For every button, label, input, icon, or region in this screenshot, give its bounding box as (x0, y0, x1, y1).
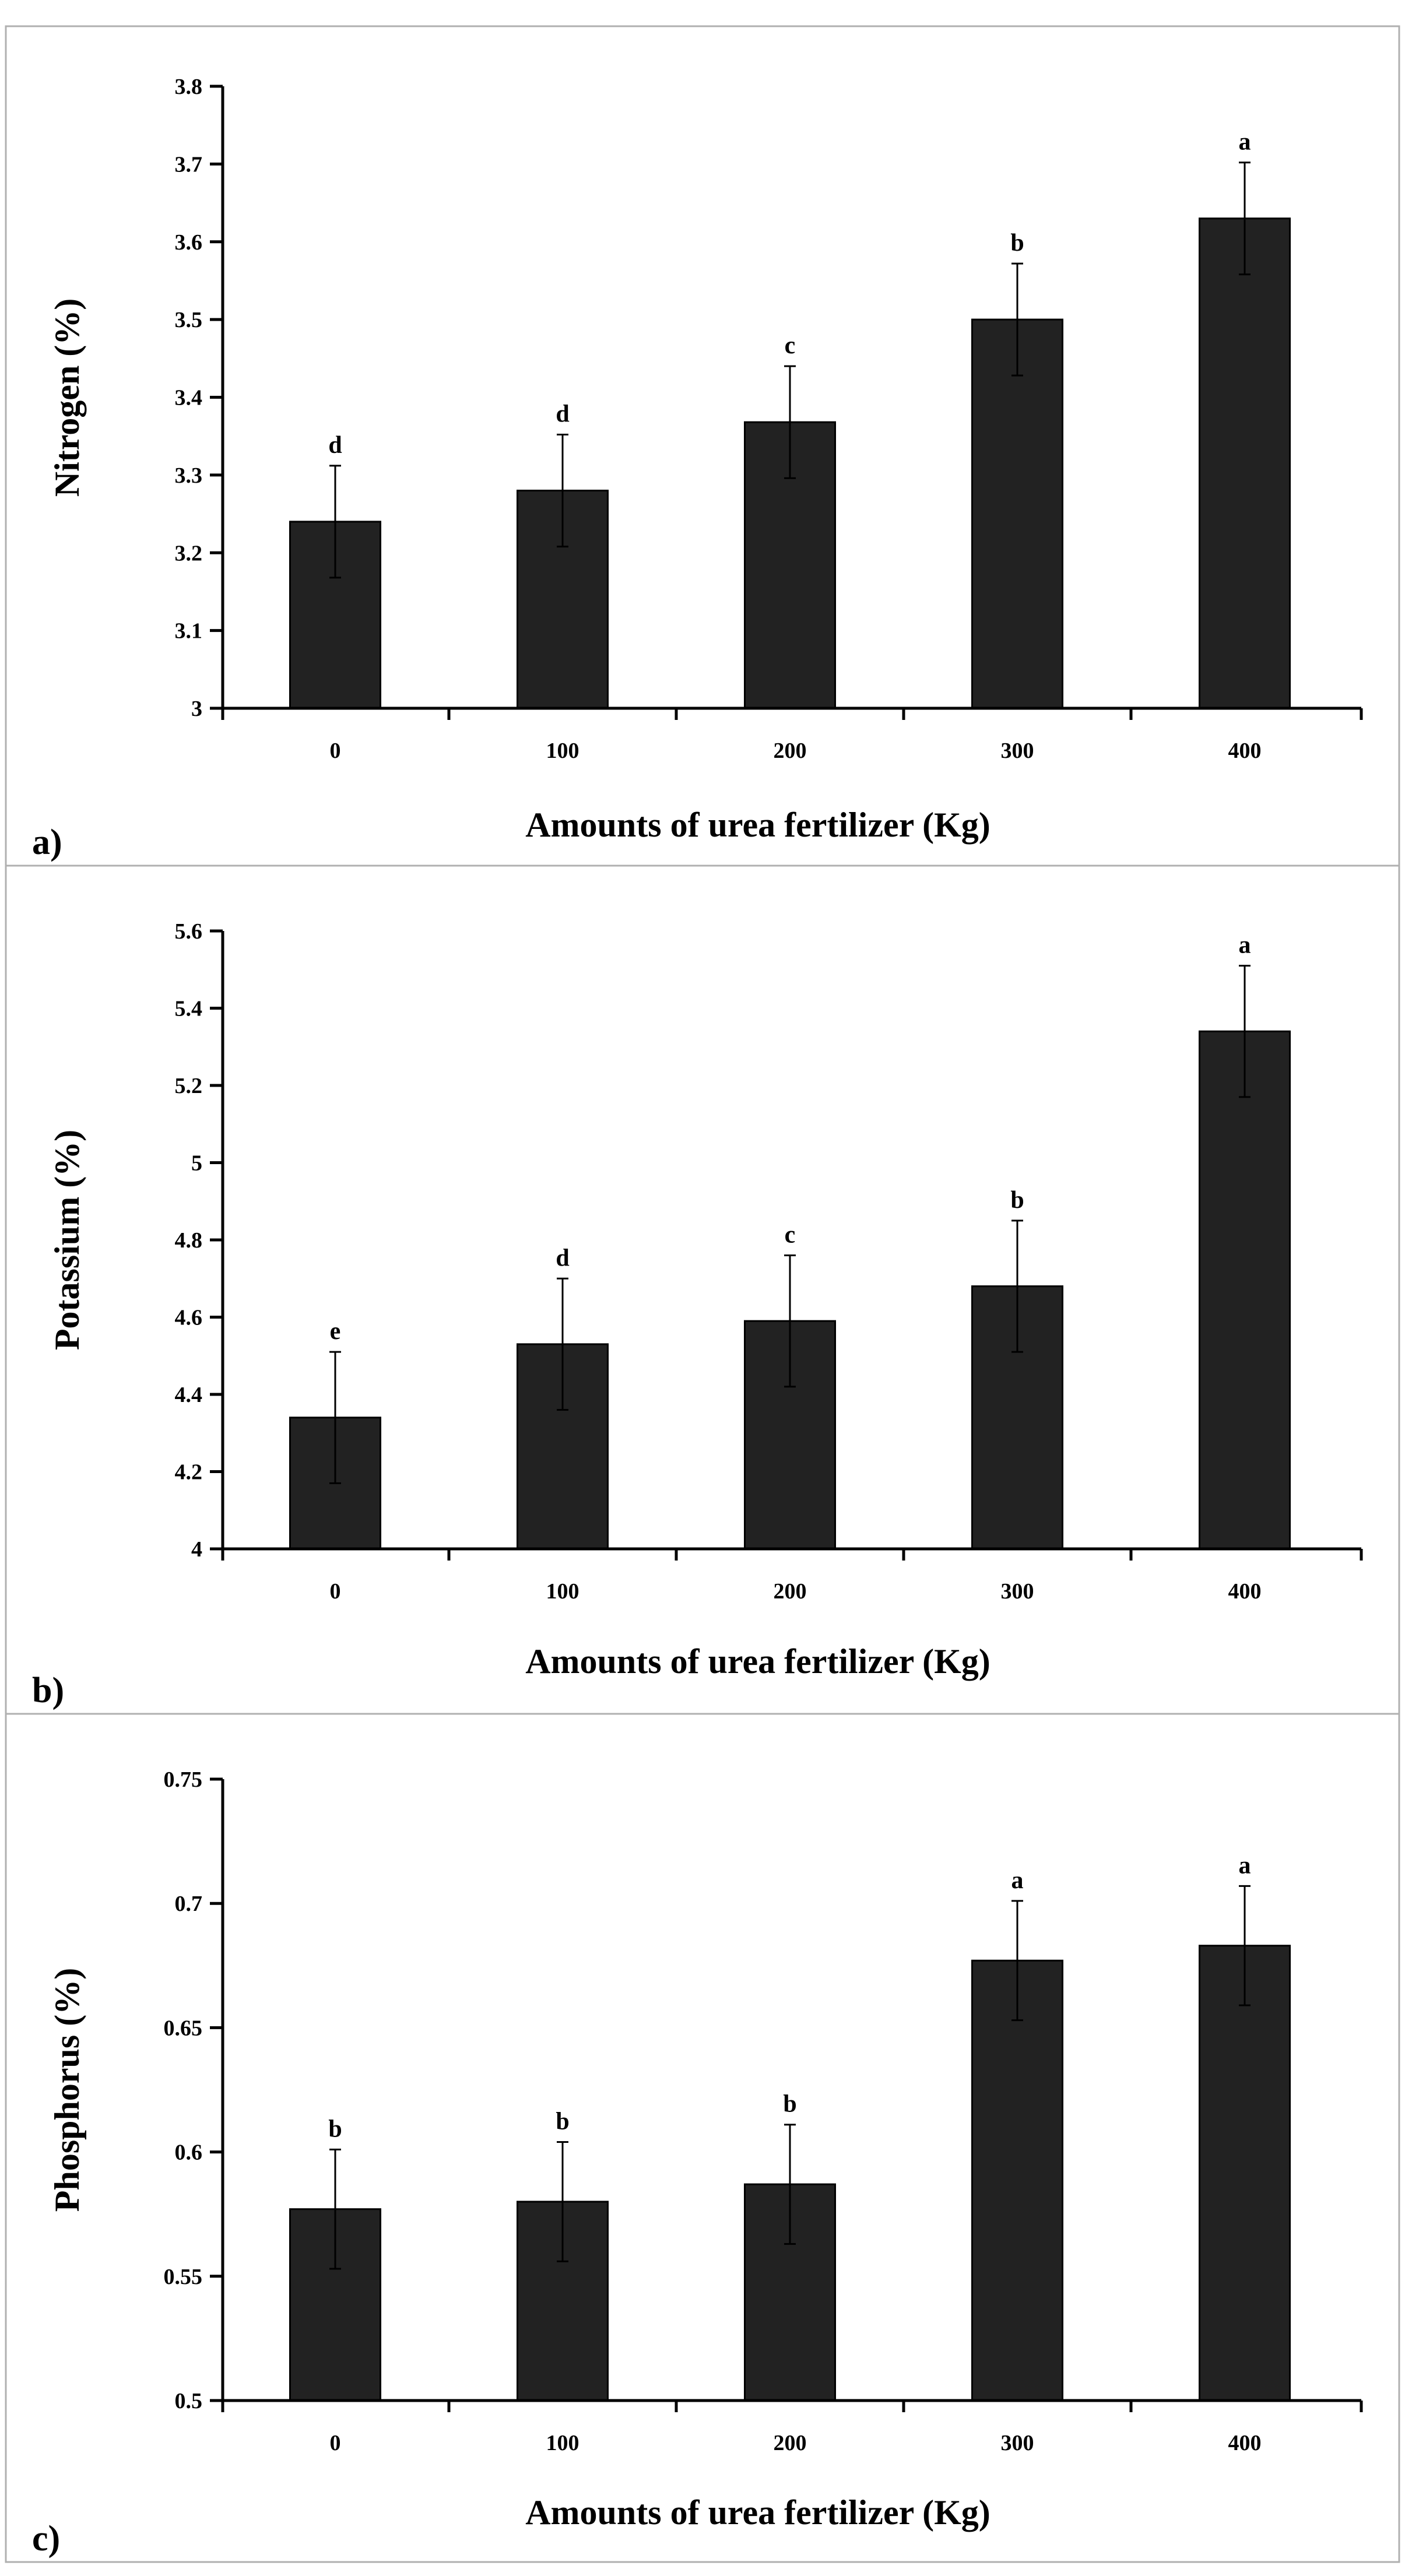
y-tick-label: 4.2 (175, 1460, 203, 1485)
y-tick-label: 0.6 (175, 2141, 203, 2165)
y-tick-label: 0.5 (175, 2389, 203, 2413)
y-tick-label: 4.6 (175, 1306, 203, 1330)
y-tick-label: 0.55 (164, 2265, 203, 2289)
x-tick-label: 100 (546, 1579, 579, 1604)
x-tick-label: 200 (774, 2431, 807, 2455)
y-tick-label: 3.8 (175, 75, 203, 99)
x-tick-label: 300 (1001, 739, 1034, 763)
significance-letter: b (556, 2108, 569, 2135)
x-tick-label: 400 (1228, 739, 1262, 763)
y-tick-label: 3.6 (175, 230, 203, 255)
significance-letter: b (328, 2115, 342, 2142)
y-tick-label: 3.4 (175, 386, 203, 410)
x-tick-label: 300 (1001, 2431, 1034, 2455)
significance-letter: c (785, 1222, 796, 1249)
y-tick-label: 5.4 (175, 997, 203, 1021)
y-tick-label: 3.3 (175, 463, 203, 488)
significance-letter: c (785, 332, 796, 359)
y-tick-label: 5.6 (175, 919, 203, 944)
bar (1199, 217, 1291, 709)
panel-label: c) (32, 2519, 60, 2559)
y-tick-label: 3.7 (175, 152, 203, 177)
x-tick-label: 0 (330, 2431, 341, 2455)
y-tick-label: 4.4 (175, 1383, 203, 1407)
significance-letter: d (328, 432, 342, 459)
x-tick-label: 0 (330, 1579, 341, 1604)
y-tick-label: 0.65 (164, 2016, 203, 2040)
significance-letter: d (556, 401, 569, 428)
y-tick-label: 0.7 (175, 1892, 203, 1916)
significance-letter: a (1239, 129, 1251, 156)
significance-letter: a (1011, 1867, 1024, 1894)
y-tick-label: 3 (191, 697, 202, 721)
y-tick-label: 3.2 (175, 541, 203, 565)
panel-b-frame (5, 864, 1400, 1715)
y-tick-label: 5.2 (175, 1074, 203, 1098)
significance-letter: e (330, 1318, 341, 1345)
bar (1199, 1945, 1291, 2402)
x-axis-title: Amounts of urea fertilizer (Kg) (525, 2493, 990, 2532)
y-tick-label: 4.8 (175, 1228, 203, 1253)
bar (971, 318, 1063, 709)
x-tick-label: 400 (1228, 2431, 1262, 2455)
y-axis-title: Nitrogen (%) (48, 298, 86, 497)
significance-letter: d (556, 1245, 569, 1271)
x-tick-label: 100 (546, 2431, 579, 2455)
panel-c-frame (5, 1713, 1400, 2563)
phosphorus-chart: 0.5 0.55 0.6 0.65 0.7 0.75 b b b a a 0 100 200 300 400 A… (32, 1767, 1363, 2559)
bar (971, 1959, 1063, 2402)
potassium-chart: 4 4.2 4.4 4.6 4.8 5 5.2 5.4 5.6 e d c b a 0 100 200 300 40… (32, 919, 1363, 1710)
panel-label: a) (32, 823, 62, 862)
panel-label: b) (32, 1671, 64, 1710)
y-tick-label: 5 (191, 1151, 202, 1176)
significance-letter: b (1010, 1187, 1024, 1214)
y-tick-label: 3.1 (175, 619, 203, 644)
panel-a-frame (5, 25, 1400, 867)
bar (1199, 1030, 1291, 1550)
y-axis-title: Phosphorus (%) (48, 1968, 86, 2212)
x-tick-label: 100 (546, 739, 579, 763)
y-tick-label: 0.75 (164, 1767, 203, 1792)
x-axis-title: Amounts of urea fertilizer (Kg) (525, 806, 990, 844)
significance-letter: a (1239, 932, 1251, 959)
x-tick-label: 200 (774, 739, 807, 763)
x-tick-label: 200 (774, 1579, 807, 1604)
x-tick-label: 0 (330, 739, 341, 763)
y-axis-title: Potassium (%) (48, 1130, 86, 1350)
nitrogen-chart: 3 3.1 3.2 3.3 3.4 3.5 3.6 3.7 3.8 d d c b a 0 100 200 300… (32, 75, 1363, 862)
significance-letter: b (1010, 230, 1024, 256)
significance-letter: a (1239, 1852, 1251, 1879)
significance-letter: b (783, 2091, 796, 2118)
x-tick-label: 400 (1228, 1579, 1262, 1604)
x-tick-label: 300 (1001, 1579, 1034, 1604)
y-tick-label: 3.5 (175, 308, 203, 332)
x-axis-title: Amounts of urea fertilizer (Kg) (525, 1642, 990, 1681)
y-tick-label: 4 (191, 1537, 202, 1562)
